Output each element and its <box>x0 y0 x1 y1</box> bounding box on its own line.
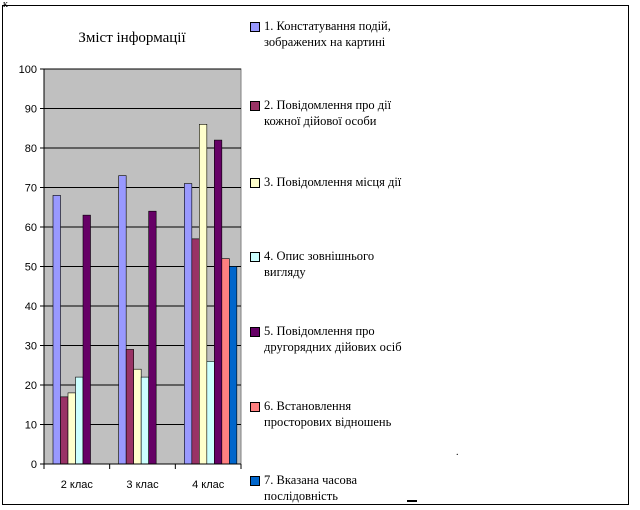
y-tick-label: 50 <box>25 262 37 274</box>
legend-swatch <box>250 402 260 412</box>
legend-swatch <box>250 327 260 337</box>
chart-frame <box>2 5 629 505</box>
corner-mark: к <box>3 0 8 10</box>
y-tick-label: 20 <box>25 380 37 392</box>
bar <box>133 368 142 465</box>
y-tick-label: 80 <box>25 143 37 155</box>
chart-title: Зміст інформації <box>78 30 186 46</box>
legend-item: 5. Повідомлення про другорядних дійових … <box>250 323 409 355</box>
legend-label: 2. Повідомлення про дії кожної дійової о… <box>264 98 392 128</box>
legend-label: 3. Повідомлення місця дії <box>264 175 402 189</box>
legend-swatch <box>250 178 260 188</box>
x-tick-label: 3 клас <box>126 479 159 491</box>
bar <box>221 258 230 465</box>
legend-item: 4. Опис зовнішнього вигляду <box>250 248 409 280</box>
y-tick-label: 60 <box>25 222 37 234</box>
legend-swatch <box>250 101 260 111</box>
bar <box>125 349 134 465</box>
legend-item: 2. Повідомлення про дії кожної дійової о… <box>250 97 409 129</box>
bar <box>206 360 215 465</box>
y-tick-label: 100 <box>19 64 37 76</box>
dot-mark: . <box>456 447 459 458</box>
y-tick-label: 10 <box>25 420 37 432</box>
legend-label: 5. Повідомлення про другорядних дійових … <box>264 324 402 354</box>
bar <box>67 392 76 465</box>
legend-item: 1. Констатування подій, зображених на ка… <box>250 18 409 50</box>
y-tick-label: 40 <box>25 301 37 313</box>
bottom-tick-mark <box>407 500 417 502</box>
bar <box>184 183 193 465</box>
legend-label: 4. Опис зовнішнього вигляду <box>264 249 375 279</box>
x-tick-label: 2 клас <box>61 479 94 491</box>
bar <box>118 175 127 465</box>
legend-item: 3. Повідомлення місця дії <box>250 174 409 190</box>
bar <box>140 376 149 465</box>
legend-swatch <box>250 252 260 262</box>
y-tick-label: 70 <box>25 183 37 195</box>
legend-item: 7. Вказана часова послідовність <box>250 472 409 504</box>
legend-label: 6. Встановлення просторових відношень <box>264 399 392 429</box>
y-tick-label: 30 <box>25 341 37 353</box>
bar <box>229 266 238 465</box>
x-tick-label: 4 клас <box>192 479 225 491</box>
bar <box>52 195 61 465</box>
bar <box>148 210 157 465</box>
bar <box>75 376 84 465</box>
legend-swatch <box>250 476 260 486</box>
legend-item: 6. Встановлення просторових відношень <box>250 398 409 430</box>
bar <box>82 214 91 465</box>
bar <box>199 124 208 465</box>
bar <box>60 396 69 465</box>
legend-label: 1. Констатування подій, зображених на ка… <box>264 19 391 49</box>
y-tick-label: 0 <box>31 459 37 471</box>
legend-swatch <box>250 22 260 32</box>
bar <box>214 139 223 465</box>
y-tick-label: 90 <box>25 104 37 116</box>
bar <box>191 238 200 465</box>
legend-label: 7. Вказана часова послідовність <box>264 473 358 503</box>
